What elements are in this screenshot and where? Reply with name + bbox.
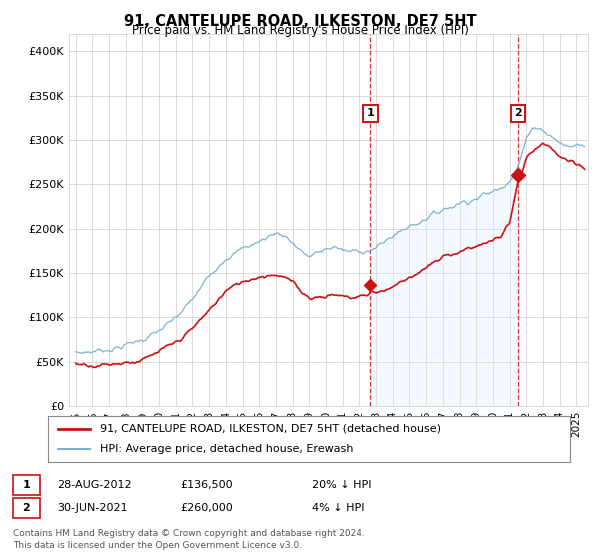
Text: 28-AUG-2012: 28-AUG-2012 xyxy=(57,480,131,490)
Text: 91, CANTELUPE ROAD, ILKESTON, DE7 5HT (detached house): 91, CANTELUPE ROAD, ILKESTON, DE7 5HT (d… xyxy=(100,424,441,434)
Text: This data is licensed under the Open Government Licence v3.0.: This data is licensed under the Open Gov… xyxy=(13,541,302,550)
Text: 91, CANTELUPE ROAD, ILKESTON, DE7 5HT: 91, CANTELUPE ROAD, ILKESTON, DE7 5HT xyxy=(124,14,476,29)
Text: £136,500: £136,500 xyxy=(180,480,233,490)
Text: 1: 1 xyxy=(367,109,374,118)
Text: 2: 2 xyxy=(514,109,521,118)
Text: 30-JUN-2021: 30-JUN-2021 xyxy=(57,503,128,513)
Text: 20% ↓ HPI: 20% ↓ HPI xyxy=(312,480,371,490)
Text: Price paid vs. HM Land Registry's House Price Index (HPI): Price paid vs. HM Land Registry's House … xyxy=(131,24,469,37)
Text: 2: 2 xyxy=(23,503,30,513)
Text: Contains HM Land Registry data © Crown copyright and database right 2024.: Contains HM Land Registry data © Crown c… xyxy=(13,529,365,538)
FancyBboxPatch shape xyxy=(48,416,570,462)
Text: 4% ↓ HPI: 4% ↓ HPI xyxy=(312,503,365,513)
Text: 1: 1 xyxy=(23,480,30,490)
Text: HPI: Average price, detached house, Erewash: HPI: Average price, detached house, Erew… xyxy=(100,444,354,454)
Text: £260,000: £260,000 xyxy=(180,503,233,513)
